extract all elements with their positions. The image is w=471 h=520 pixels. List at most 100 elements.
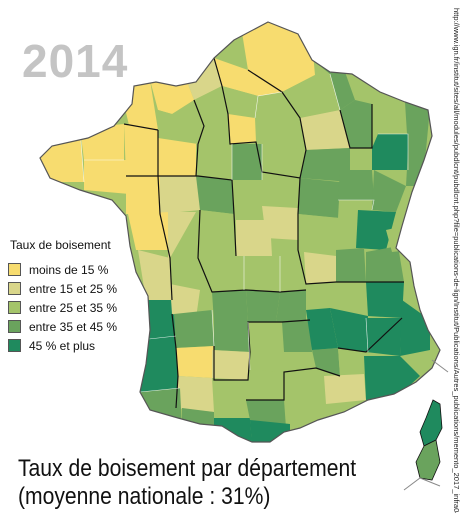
dept-lot-et-garonne: [176, 346, 214, 378]
dept-vienne: [170, 210, 200, 258]
dept-haute-marne: [300, 148, 350, 182]
legend-item: entre 15 et 25 %: [8, 279, 158, 298]
dept-nievre: [262, 206, 298, 240]
dept-marne: [300, 110, 350, 150]
dept-calvados: [150, 76, 194, 114]
dept-cher: [234, 180, 270, 220]
legend-item: 45 % et plus: [8, 336, 158, 355]
dept-moselle: [372, 102, 408, 134]
dept-rhone: [304, 252, 336, 284]
dept-loire: [280, 252, 306, 292]
dept-yonne: [262, 172, 300, 208]
dept-indre: [198, 210, 236, 256]
dept-vendee: [128, 212, 170, 250]
dept-hautes-alpes: [366, 282, 404, 318]
dept-allier: [236, 220, 272, 256]
legend-swatch: [8, 301, 21, 314]
dept-maine-et-loire: [160, 176, 200, 214]
dept-haute-garonne: [214, 380, 248, 420]
caption-line-1: Taux de boisement par département: [18, 455, 357, 482]
dept-aisne: [282, 74, 340, 118]
legend-swatch: [8, 263, 21, 276]
dept-alpes-maritimes: [400, 300, 430, 356]
legend: Taux de boisement moins de 15 % entre 15…: [8, 238, 158, 355]
dept-ile-de-france: [228, 114, 256, 144]
dept-dordogne: [174, 310, 214, 348]
dept-landes: [140, 336, 180, 392]
dept-seine-maritime: [185, 58, 222, 100]
dept-gers: [176, 376, 214, 412]
dept-mayenne: [158, 138, 198, 176]
dept-lot: [214, 322, 250, 352]
dept-nord: [240, 22, 315, 92]
source-url: http://www.ign.fr/institut/sites/all/mod…: [452, 8, 461, 513]
dept-somme: [214, 58, 282, 96]
legend-title: Taux de boisement: [10, 238, 111, 252]
dept-cote-dor: [298, 178, 340, 218]
dept-charente: [170, 284, 200, 318]
dept-vosges: [372, 134, 408, 170]
year-label: 2014: [22, 35, 129, 87]
dept-oise: [222, 86, 258, 118]
legend-swatch: [8, 339, 21, 352]
dept-creuse: [210, 256, 244, 290]
dept-loir-et-cher: [196, 176, 234, 214]
legend-item-label: entre 25 et 35 %: [29, 300, 118, 315]
caption-line-2: (moyenne nationale : 31%): [18, 483, 271, 510]
legend-swatch: [8, 320, 21, 333]
dept-puy-de-dome: [244, 256, 282, 292]
dept-tarn: [248, 370, 284, 400]
legend-item: entre 35 et 45 %: [8, 317, 158, 336]
legend-item: entre 25 et 35 %: [8, 298, 158, 317]
dept-eure-et-loir: [200, 126, 232, 176]
map-caption: Taux de boisement par département (moyen…: [18, 455, 357, 511]
dept-corse-du-sud: [415, 439, 441, 481]
dept-ardeche: [306, 308, 338, 350]
dept-morbihan: [84, 160, 130, 194]
dept-bouches-du-rhone: [324, 374, 366, 404]
dept-loire-atlantique: [126, 176, 162, 214]
dept-pyrenees-atlantiques: [140, 388, 182, 430]
dept-bas-rhin: [405, 102, 430, 150]
dept-meuse: [340, 100, 372, 148]
dept-herault: [284, 368, 318, 400]
neighbour-coastlines: [403, 359, 449, 491]
dept-ardennes: [315, 62, 355, 110]
dept-finistere: [40, 128, 84, 182]
dept-aveyron: [248, 322, 284, 372]
dept-jura: [356, 210, 396, 250]
dept-haute-saone: [338, 170, 374, 200]
dept-doubs: [372, 170, 406, 212]
dept-haute-vienne: [174, 256, 212, 294]
dept-ille-et-vilaine: [124, 124, 158, 176]
dept-lozere: [282, 320, 312, 352]
dept-vaucluse: [338, 348, 366, 376]
dept-correze: [212, 290, 248, 322]
dept-saone-et-loire: [298, 214, 340, 256]
dept-orne: [158, 110, 204, 144]
dept-savoie: [366, 246, 404, 282]
dept-ain: [336, 248, 366, 282]
legend-item-label: moins de 15 %: [29, 262, 109, 277]
dept-alpes-de-haute-provence: [366, 318, 402, 356]
dept-isere: [336, 282, 368, 316]
dept-drome: [330, 308, 368, 352]
legend-swatch: [8, 282, 21, 295]
dept-charente-maritime: [138, 250, 172, 300]
legend-item-label: entre 35 et 45 %: [29, 319, 118, 334]
legend-item: moins de 15 %: [8, 260, 158, 279]
dept-haute-loire: [276, 290, 306, 322]
legend-item-label: 45 % et plus: [29, 338, 96, 353]
dept-tarn-et-garonne: [212, 350, 250, 380]
dept-var: [364, 356, 420, 400]
dept-cotes-darmor: [80, 124, 124, 160]
dept-aube: [256, 142, 306, 178]
dept-haute-corse: [419, 399, 443, 447]
dept-eure: [194, 86, 228, 126]
legend-item-label: entre 15 et 25 %: [29, 281, 118, 296]
france-outline: [39, 21, 441, 443]
dept-cantal: [246, 290, 280, 322]
corsica: [415, 399, 443, 481]
